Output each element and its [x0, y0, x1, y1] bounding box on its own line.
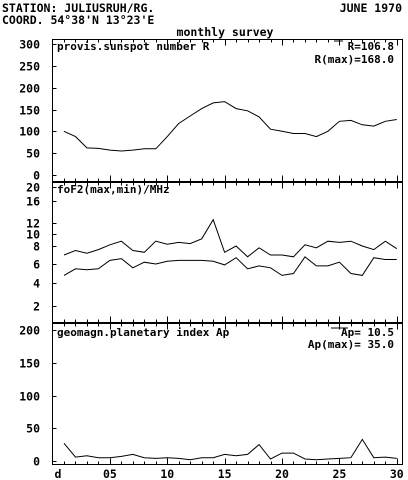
y-tick-label: 20 — [26, 181, 40, 195]
date-label: JUNE 1970 — [340, 1, 402, 15]
y-tick-label: 10 — [26, 228, 40, 242]
y-tick-label: 200 — [19, 82, 40, 96]
y-tick-label: 300 — [19, 38, 40, 52]
panel-ap-frame — [52, 323, 403, 465]
y-tick-label: 150 — [19, 104, 40, 118]
y-tick-label: 100 — [19, 390, 40, 404]
y-tick-label: 0 — [33, 169, 40, 183]
y-tick-label: 100 — [19, 125, 40, 139]
x-tick-label: 30 — [390, 467, 404, 480]
coord-label: COORD. 54°38'N 13°23'E — [2, 13, 154, 27]
x-tick-label: 10 — [160, 467, 174, 480]
panel-ap: geomagn.planetary index Ap Ap= 10.5 Ap(m… — [19, 323, 403, 469]
y-tick-label: 0 — [33, 455, 40, 469]
station-label: STATION: JULIUSRUH/RG. — [2, 1, 154, 15]
y-tick-label: 16 — [26, 195, 40, 209]
panel-ap-mean: Ap= 10.5 — [341, 326, 394, 339]
panel-sunspot-mean: R=106.8 — [348, 40, 394, 53]
y-tick-label: 250 — [19, 60, 40, 74]
y-tick-label: 200 — [19, 324, 40, 338]
panel-fof2-frame — [52, 182, 403, 323]
panel-sunspot-title: provis.sunspot number R — [57, 40, 210, 53]
series-line-1 — [63, 438, 397, 461]
y-tick-label: 6 — [33, 258, 40, 272]
panel-sunspot: provis.sunspot number R R=106.8 R(max)=1… — [19, 38, 403, 183]
x-tick-label: 05 — [103, 467, 117, 480]
panel-ap-max: Ap(max)= 35.0 — [308, 338, 394, 351]
series-line-2 — [63, 256, 397, 276]
panel-fof2-title: foF2(max,min)/MHz — [57, 183, 170, 196]
y-tick-label: 4 — [33, 277, 40, 291]
x-tick-label: 25 — [332, 467, 346, 480]
survey-subtitle: monthly survey — [177, 25, 274, 39]
x-tick-label: 20 — [275, 467, 289, 480]
y-tick-label: 2 — [33, 300, 40, 314]
x-tick-label: 15 — [218, 467, 232, 480]
y-tick-label: 8 — [33, 240, 40, 254]
series-line-1 — [63, 218, 398, 258]
y-tick-label: 50 — [26, 147, 40, 161]
series-line-1 — [63, 101, 397, 152]
x-axis-labels: d 05 10 15 20 25 30 — [55, 467, 404, 480]
panel-ap-title: geomagn.planetary index Ap — [57, 326, 230, 339]
panel-sunspot-max: R(max)=168.0 — [315, 53, 394, 66]
y-tick-label: 150 — [19, 357, 40, 371]
y-tick-label: 12 — [26, 217, 40, 231]
y-tick-label: 50 — [26, 422, 40, 436]
x-tick-label: d — [55, 467, 62, 480]
